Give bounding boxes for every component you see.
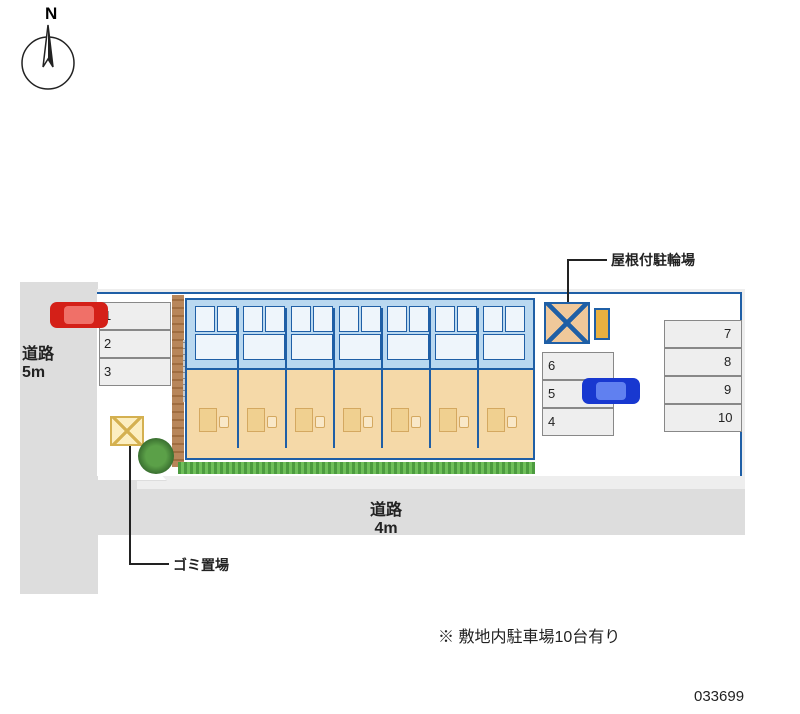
chair-icon bbox=[507, 416, 517, 428]
parking-num: 9 bbox=[724, 382, 731, 397]
desk-icon bbox=[199, 408, 217, 432]
car-blue-icon bbox=[582, 378, 640, 404]
building bbox=[185, 298, 535, 462]
desk-icon bbox=[487, 408, 505, 432]
chair-icon bbox=[219, 416, 229, 428]
leader-line bbox=[129, 563, 169, 565]
unit bbox=[337, 308, 383, 448]
desk-icon bbox=[295, 408, 313, 432]
tree-icon bbox=[138, 438, 174, 474]
parking-num: 8 bbox=[724, 354, 731, 369]
bike-shed-label: 屋根付駐輪場 bbox=[611, 250, 695, 270]
road-left bbox=[20, 282, 98, 594]
unit bbox=[481, 308, 527, 448]
leader-line bbox=[567, 259, 569, 302]
chair-icon bbox=[459, 416, 469, 428]
bike-shed-icon bbox=[544, 302, 590, 344]
parking-num: 6 bbox=[548, 358, 555, 373]
unit bbox=[385, 308, 431, 448]
south-frontage bbox=[137, 481, 745, 489]
landscaping-icon bbox=[178, 462, 535, 474]
road-left-label: 道路5m bbox=[22, 340, 54, 382]
desk-icon bbox=[343, 408, 361, 432]
road-bottom-label: 道路4m bbox=[370, 496, 402, 538]
site-plan: N 道路5m 道路4m 1 2 3 6 5 4 7 8 bbox=[0, 0, 800, 714]
mailbox-icon bbox=[594, 308, 610, 340]
trash-icon bbox=[110, 416, 144, 446]
compass-icon: N bbox=[15, 5, 81, 100]
unit bbox=[289, 308, 335, 448]
chair-icon bbox=[411, 416, 421, 428]
parking-num: 7 bbox=[724, 326, 731, 341]
car-red-icon bbox=[50, 302, 108, 328]
desk-icon bbox=[247, 408, 265, 432]
parking-num: 3 bbox=[104, 364, 111, 379]
leader-line bbox=[129, 446, 131, 564]
desk-icon bbox=[439, 408, 457, 432]
unit bbox=[433, 308, 479, 448]
trash-label: ゴミ置場 bbox=[173, 555, 229, 575]
parking-num: 5 bbox=[548, 386, 555, 401]
chair-icon bbox=[267, 416, 277, 428]
unit bbox=[193, 308, 239, 448]
parking-num: 4 bbox=[548, 414, 555, 429]
chair-icon bbox=[315, 416, 325, 428]
parking-note: ※ 敷地内駐車場10台有り bbox=[438, 623, 620, 647]
image-id: 033699 bbox=[694, 688, 744, 705]
parking-num: 2 bbox=[104, 336, 111, 351]
leader-line bbox=[567, 259, 607, 261]
parking-num: 10 bbox=[718, 410, 732, 425]
chair-icon bbox=[363, 416, 373, 428]
desk-icon bbox=[391, 408, 409, 432]
unit bbox=[241, 308, 287, 448]
compass-n: N bbox=[45, 5, 57, 23]
